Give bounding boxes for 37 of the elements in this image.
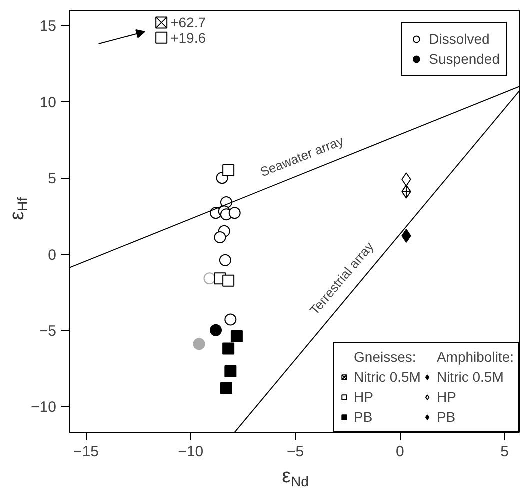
annotation: Gneisses:	[354, 349, 416, 365]
point	[222, 274, 235, 287]
annotation: Amphibolite:	[436, 349, 514, 365]
y-tick-label: 10	[40, 94, 57, 112]
x-tick-label: −10	[178, 444, 204, 460]
point	[220, 382, 232, 394]
point	[224, 366, 237, 378]
point	[156, 32, 168, 44]
point	[193, 338, 206, 350]
point	[230, 330, 243, 343]
x-tick-label: −5	[286, 444, 304, 460]
x-tick-label: −15	[74, 444, 99, 460]
annotation: +19.6	[170, 30, 206, 46]
legend-label: HP	[354, 389, 374, 405]
y-tick-label: −5	[39, 322, 57, 340]
y-axis-title: εHf	[6, 197, 30, 220]
y-tick-label: 15	[40, 18, 57, 36]
point	[222, 164, 235, 176]
legend-label: Nitric 0.5M	[436, 369, 504, 385]
point	[156, 16, 168, 29]
legend-label: Nitric 0.5M	[354, 369, 421, 385]
legend-label: Suspended	[429, 51, 500, 67]
point	[210, 324, 222, 336]
x-tick-label: 5	[500, 444, 510, 460]
legend-label: HP	[436, 389, 457, 405]
legend-label: Dissolved	[429, 31, 490, 47]
annotation: +62.7	[170, 14, 206, 31]
x-tick-label: 0	[396, 444, 404, 460]
point	[228, 207, 241, 220]
legend-label: PB	[436, 409, 457, 425]
point	[222, 342, 235, 355]
point	[214, 232, 226, 244]
y-tick-label: 0	[48, 246, 56, 264]
point	[204, 272, 216, 285]
y-tick-label: −10	[31, 399, 57, 416]
legend-label: PB	[354, 409, 374, 425]
y-tick-label: 5	[48, 170, 56, 188]
